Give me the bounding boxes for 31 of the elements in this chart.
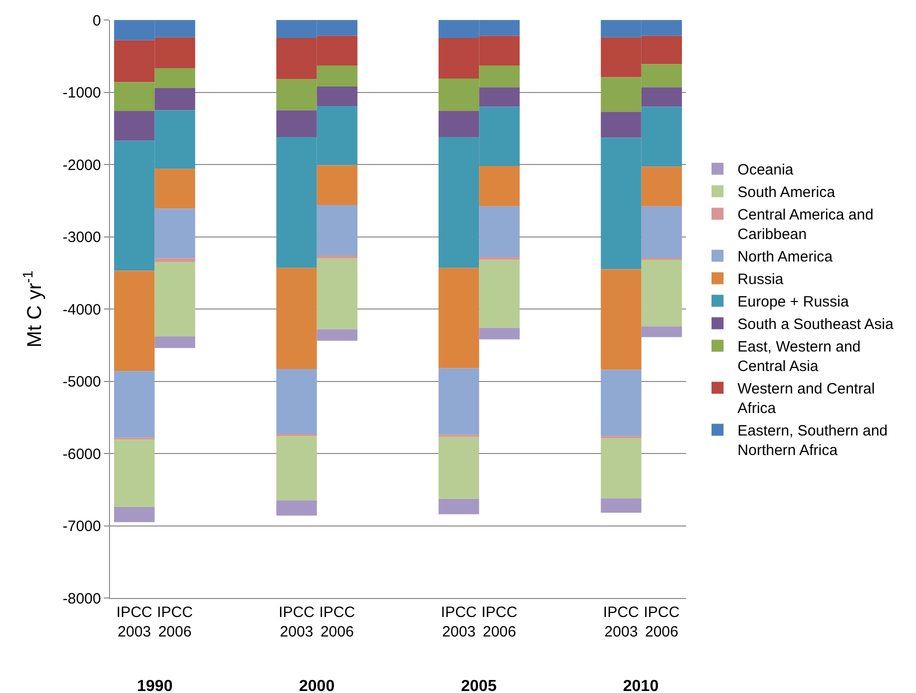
legend-label: South America xyxy=(738,184,836,202)
legend-label: East, Western and Central Asia xyxy=(738,338,861,376)
x-tick-label: IPCC 2003 xyxy=(603,604,640,640)
text: 2010 xyxy=(623,678,659,693)
legend-label: Central America and Caribbean xyxy=(738,206,874,244)
y-tick-label: -1000 xyxy=(62,84,101,102)
legend-label: North America xyxy=(738,248,834,266)
legend-label: Europe + Russia xyxy=(738,294,850,311)
x-tick-label: IPCC 2003 xyxy=(116,604,152,640)
x-tick-label: IPCC 2006 xyxy=(644,604,680,640)
y-tick-label: -5000 xyxy=(62,374,101,390)
y-tick-label: -7000 xyxy=(62,518,101,535)
x-tick-label: IPCC 2006 xyxy=(319,604,356,640)
x-tick-label: IPCC 2003 xyxy=(440,604,477,640)
x-tick-label: IPCC 2006 xyxy=(156,604,193,640)
x-tick-label: IPCC 2006 xyxy=(481,604,518,640)
legend-label: Western and Central Africa xyxy=(738,380,875,418)
y-tick-label: -4000 xyxy=(62,301,101,318)
y-tick-label: -6000 xyxy=(62,446,101,463)
legend-label: Oceania xyxy=(738,162,794,179)
legend-label: South a Southeast Asia xyxy=(738,316,894,334)
x-tick-label: IPCC 2003 xyxy=(278,604,315,640)
text: 2005 xyxy=(461,678,497,693)
legend-label: Russia xyxy=(738,271,784,288)
text: 1990 xyxy=(137,678,173,693)
y-tick-label: 0 xyxy=(92,12,101,30)
text: 2000 xyxy=(299,678,335,693)
y-tick-label: -8000 xyxy=(62,590,101,608)
legend-label: Eastern, Southern and Northern Africa xyxy=(738,422,888,460)
y-tick-label: -2000 xyxy=(62,156,101,174)
y-tick-label: -3000 xyxy=(62,229,101,246)
